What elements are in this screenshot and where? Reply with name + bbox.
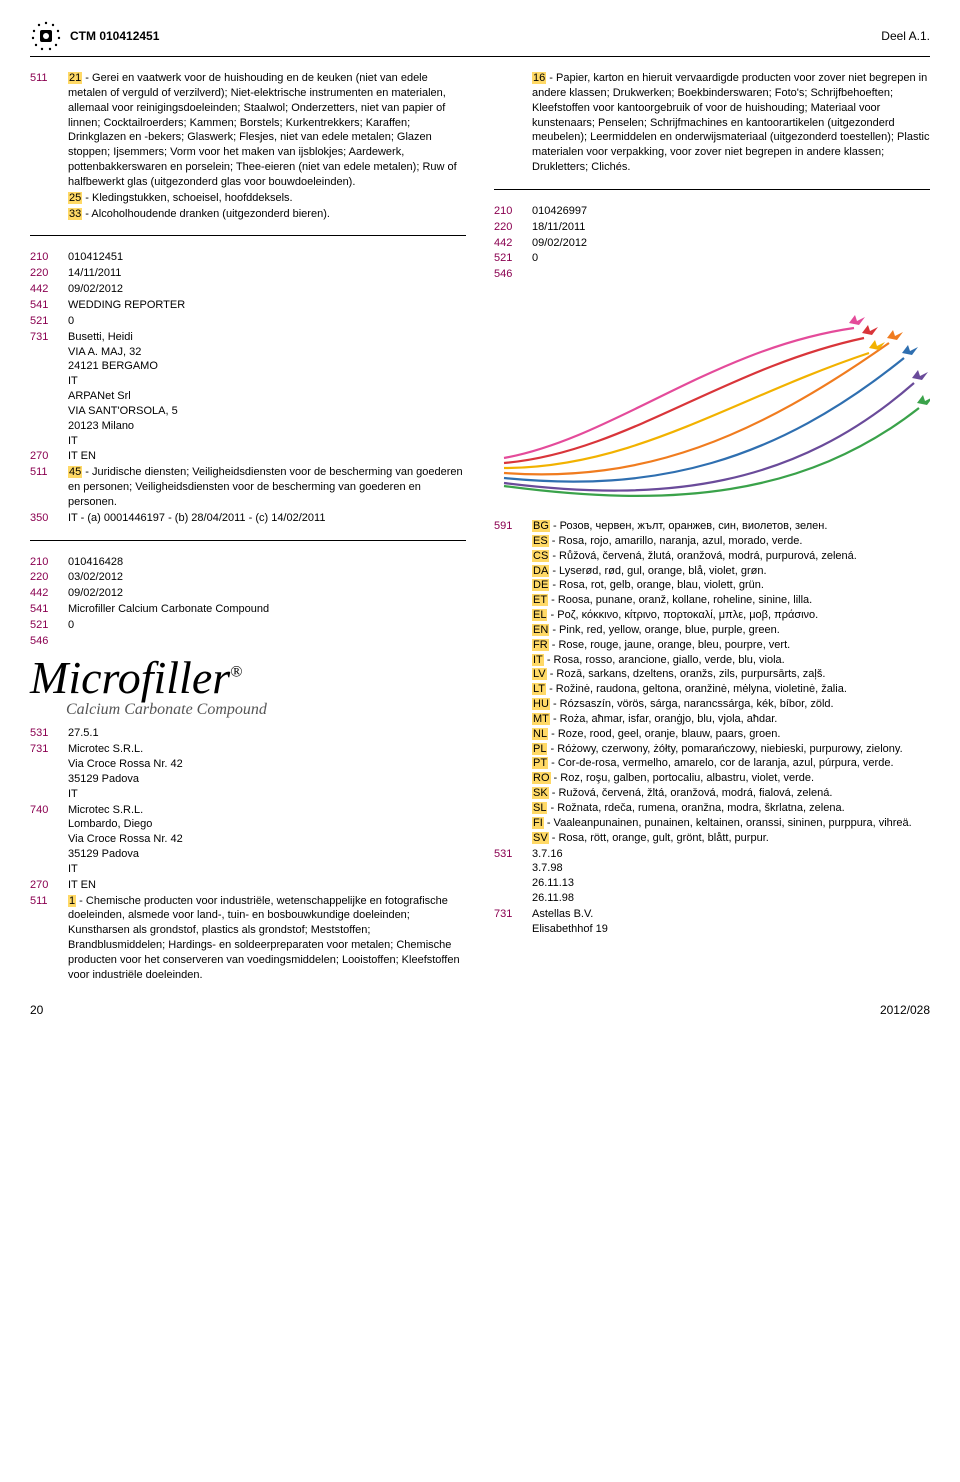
issue-number: 2012/028 [880, 1002, 930, 1018]
header-left: CTM 010412451 [30, 20, 159, 52]
page-header: CTM 010412451 Deel A.1. [30, 20, 930, 57]
separator [30, 235, 466, 236]
main-columns: 511 21 - Gerei en vaatwerk voor de huish… [30, 71, 930, 984]
page-number: 20 [30, 1002, 43, 1018]
left-column: 511 21 - Gerei en vaatwerk voor de huish… [30, 71, 466, 984]
address-block: Microtec S.R.L. Lombardo, Diego Via Croc… [68, 803, 466, 877]
address-block: Microtec S.R.L. Via Croce Rossa Nr. 42 3… [68, 742, 466, 801]
separator [494, 189, 930, 190]
entry-row: 33 - Alcoholhoudende dranken (uitgezonde… [30, 207, 466, 222]
microfiller-logo: Microfiller® Calcium Carbonate Compound [30, 655, 466, 721]
class-number: 25 [68, 192, 82, 204]
entry-row: 16 - Papier, karton en hieruit vervaardi… [494, 71, 930, 175]
page-footer: 20 2012/028 [30, 1002, 930, 1018]
registered-icon: ® [230, 663, 242, 680]
eu-logo-icon [30, 20, 62, 52]
entry-row: 511 21 - Gerei en vaatwerk voor de huish… [30, 71, 466, 190]
class-number: 33 [68, 208, 82, 220]
bird-icon [849, 315, 930, 405]
color-list: BG - Розов, червен, жълт, оранжев, син, … [532, 519, 930, 846]
right-column: 16 - Papier, karton en hieruit vervaardi… [494, 71, 930, 984]
section-label: Deel A.1. [881, 28, 930, 44]
separator [30, 540, 466, 541]
address-block: Busetti, Heidi VIA A. MAJ, 32 24121 BERG… [68, 330, 466, 449]
ctm-number: CTM 010412451 [70, 28, 159, 44]
class-number: 21 [68, 72, 82, 84]
field-body: 21 - Gerei en vaatwerk voor de huishoudi… [68, 71, 466, 190]
entry-row: 25 - Kledingstukken, schoeisel, hoofddek… [30, 191, 466, 206]
field-code: 511 [30, 71, 60, 190]
birds-logo [494, 288, 930, 513]
